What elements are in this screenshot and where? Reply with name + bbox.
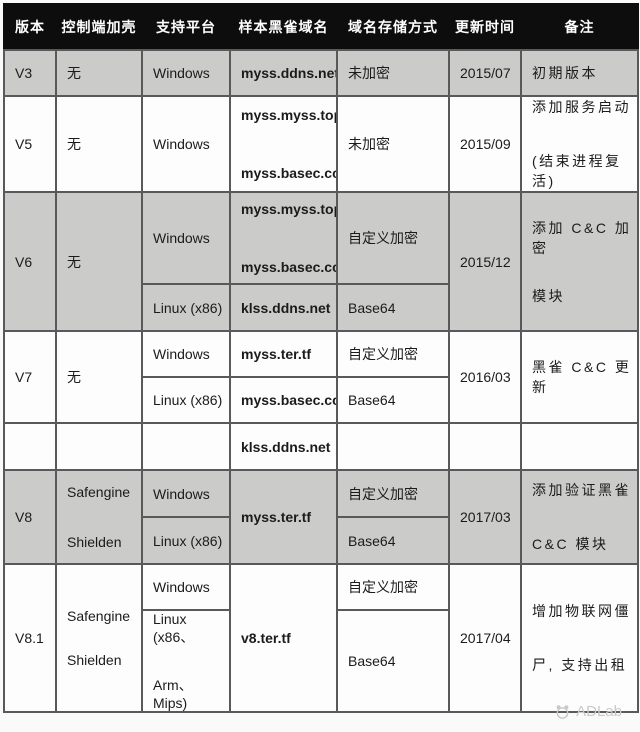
col-header-version: 版本 <box>3 3 57 51</box>
packer-line: Shielden <box>67 534 122 550</box>
col-header-platform: 支持平台 <box>141 3 231 51</box>
table-row-v8-1-windows: V8.1 Safengine Shielden Windows v8.ter.t… <box>3 563 639 713</box>
cell-v8-1-storage-windows: 自定义加密 <box>336 563 450 611</box>
table-row-v7-linux: Linux (x86) myss.basec.cc Base64 <box>4 376 638 424</box>
cell-extra-updated <box>448 422 522 471</box>
cell-extra-packer <box>55 422 143 471</box>
packer-line: Safengine <box>67 484 131 500</box>
cell-v8-1-packer: Safengine Shielden <box>55 563 143 713</box>
cell-v5-updated: 2015/09 <box>448 95 522 193</box>
domain-line: myss.basec.cc <box>241 165 337 181</box>
cell-v6-linux-domain: klss.ddns.net <box>229 283 338 332</box>
cell-v6-platform-windows: Windows <box>141 191 231 285</box>
cell-v7-platform-windows: Windows <box>141 330 231 378</box>
cell-v5-storage: 未加密 <box>336 95 450 193</box>
cell-v5-platform: Windows <box>141 95 231 193</box>
cell-v8-packer: Safengine Shielden <box>55 469 143 565</box>
col-header-storage: 域名存储方式 <box>336 3 450 51</box>
cell-v8-1-platform-windows: Windows <box>141 563 231 611</box>
cell-v8-version: V8 <box>3 469 57 565</box>
table-row-extra: klss.ddns.net <box>3 422 639 471</box>
cell-v6-windows-domains: myss.myss.top myss.basec.cc <box>229 191 338 285</box>
table-row-v3: V3 无 Windows myss.ddns.net 未加密 2015/07 初… <box>3 49 639 97</box>
packer-line: Safengine <box>67 608 131 624</box>
cell-extra-note <box>520 422 639 471</box>
cell-v8-1-note: 增加物联网僵 尸, 支持出租 <box>520 563 639 713</box>
cell-v7-platform-linux: Linux (x86) <box>141 376 231 424</box>
domain-line: myss.myss.top <box>241 201 337 217</box>
cell-v3-domain: myss.ddns.net <box>229 49 338 97</box>
cell-extra-version <box>3 422 57 471</box>
cell-v8-storage-windows: 自定义加密 <box>336 469 450 518</box>
cell-v3-storage: 未加密 <box>336 49 450 97</box>
cell-v7-version: V7 <box>3 330 57 424</box>
table-row-v5: V5 无 Windows myss.myss.top myss.basec.cc… <box>3 95 639 193</box>
cell-v6-packer: 无 <box>55 191 143 332</box>
note-line: 增加物联网僵 <box>532 603 631 619</box>
cell-v7-storage-windows: 自定义加密 <box>336 330 450 378</box>
cell-v3-platform: Windows <box>141 49 231 97</box>
cell-v8-domain: myss.ter.tf <box>229 469 338 565</box>
packer-line: Shielden <box>67 652 122 668</box>
table-row-v8-1-linux: Linux (x86、 Arm、Mips) Base64 <box>4 609 638 713</box>
cell-v8-platform-windows: Windows <box>141 469 231 518</box>
cell-v6-version: V6 <box>3 191 57 332</box>
note-line: 添加验证黑雀 <box>532 482 631 498</box>
table-row-v8-windows: V8 Safengine Shielden Windows myss.ter.t… <box>3 469 639 565</box>
cell-v6-storage-linux: Base64 <box>336 283 450 332</box>
cell-v8-1-version: V8.1 <box>3 563 57 713</box>
cell-v3-packer: 无 <box>55 49 143 97</box>
version-table: 版本 控制端加壳 支持平台 样本黑雀域名 域名存储方式 更新时间 备注 V3 无… <box>3 3 639 713</box>
cell-v7-linux-domain: myss.basec.cc <box>229 376 338 424</box>
cell-v3-updated: 2015/07 <box>448 49 522 97</box>
platform-line: Linux (x86、 <box>153 611 195 645</box>
cell-v7-packer: 无 <box>55 330 143 424</box>
cell-v6-updated: 2015/12 <box>448 191 522 332</box>
cell-v7-storage-linux: Base64 <box>336 376 450 424</box>
cell-v8-1-platform-linux: Linux (x86、 Arm、Mips) <box>141 609 231 713</box>
cell-v7-windows-domain: myss.ter.tf <box>229 330 338 378</box>
note-line: 添加 C&C 加密 <box>532 219 632 256</box>
cell-extra-domain: klss.ddns.net <box>229 422 338 471</box>
cell-v8-1-domain: v8.ter.tf <box>229 563 338 713</box>
cell-v5-domains: myss.myss.top myss.basec.cc <box>229 95 338 193</box>
table-row-v6-windows: V6 无 Windows myss.myss.top myss.basec.cc… <box>3 191 639 332</box>
cell-v5-note: 添加服务启动 (结束进程复活) <box>520 95 639 193</box>
cell-v8-1-storage-linux: Base64 <box>336 609 450 713</box>
cell-v7-updated: 2016/03 <box>448 330 522 424</box>
cell-v5-packer: 无 <box>55 95 143 193</box>
cell-v5-version: V5 <box>3 95 57 193</box>
col-header-domain: 样本黑雀域名 <box>229 3 338 51</box>
cell-extra-storage <box>336 422 450 471</box>
cell-v8-storage-linux: Base64 <box>336 516 450 565</box>
col-header-packer: 控制端加壳 <box>55 3 143 51</box>
cell-v6-storage-windows: 自定义加密 <box>336 191 450 285</box>
note-line: 模块 <box>532 287 565 304</box>
cell-v7-note: 黑雀 C&C 更新 <box>520 330 639 424</box>
table-row-v6-linux: Linux (x86) klss.ddns.net Base64 <box>4 283 638 332</box>
table-row-v8-linux: Linux (x86) Base64 <box>4 516 638 565</box>
cell-v8-note: 添加验证黑雀 C&C 模块 <box>520 469 639 565</box>
cell-v8-platform-linux: Linux (x86) <box>141 516 231 565</box>
cell-extra-platform <box>141 422 231 471</box>
header-row: 版本 控制端加壳 支持平台 样本黑雀域名 域名存储方式 更新时间 备注 <box>3 3 639 51</box>
col-header-note: 备注 <box>520 3 639 51</box>
cell-v6-note: 添加 C&C 加密 模块 <box>520 191 639 332</box>
note-line: 尸, 支持出租 <box>532 657 628 673</box>
note-line: 添加服务启动 <box>532 99 631 115</box>
platform-line: Arm、Mips) <box>153 677 193 711</box>
cell-v8-1-updated: 2017/04 <box>448 563 522 713</box>
domain-line: myss.myss.top <box>241 107 337 123</box>
cell-v3-note: 初期版本 <box>520 49 639 97</box>
table-row-v7-windows: V7 无 Windows myss.ter.tf 自定义加密 2016/03 黑… <box>3 330 639 424</box>
domain-line: myss.basec.cc <box>241 259 337 275</box>
col-header-updated: 更新时间 <box>448 3 522 51</box>
note-line: C&C 模块 <box>532 536 609 552</box>
note-line: (结束进程复活) <box>532 153 622 189</box>
cell-v3-version: V3 <box>3 49 57 97</box>
cell-v8-updated: 2017/03 <box>448 469 522 565</box>
cell-v6-platform-linux: Linux (x86) <box>141 283 231 332</box>
